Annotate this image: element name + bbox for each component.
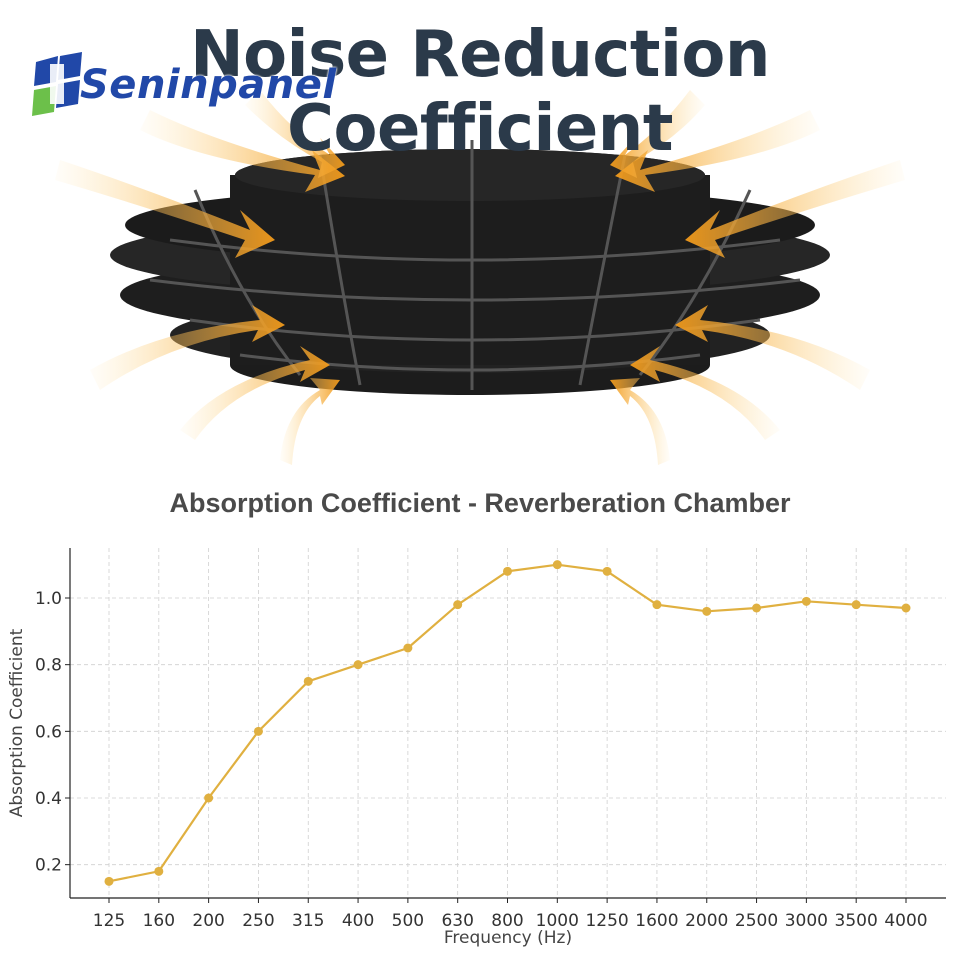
data-point-400	[353, 660, 363, 670]
x-tick-label: 3000	[785, 911, 828, 931]
data-points	[104, 560, 911, 886]
y-tick-labels: 0.2 0.4 0.6 0.8 1.0	[35, 589, 70, 876]
data-point-3000	[801, 596, 811, 606]
x-tick-label: 1250	[585, 911, 628, 931]
page-title: Noise Reduction Coefficient	[190, 18, 770, 166]
chart-title: Absorption Coefficient - Reverberation C…	[169, 488, 791, 518]
y-tick-label: 0.2	[35, 856, 62, 876]
data-point-4000	[901, 603, 911, 613]
data-point-3500	[851, 600, 861, 610]
data-point-2000	[702, 606, 712, 616]
x-tick-label: 1000	[536, 911, 579, 931]
x-tick-label: 500	[392, 911, 424, 931]
brand-logo: Seninpanel	[28, 52, 358, 124]
x-tick-label: 800	[491, 911, 523, 931]
data-point-315	[303, 676, 313, 686]
y-axis-label: Absorption Coefficient	[7, 628, 27, 817]
data-point-1250	[602, 566, 612, 576]
x-tick-label: 2500	[735, 911, 778, 931]
x-tick-label: 400	[342, 911, 374, 931]
data-point-200	[204, 793, 214, 803]
absorption-line-chart: 0.2 0.4 0.6 0.8 1.0 125 160 200 250 315 400 500 630…	[7, 548, 946, 948]
seninpanel-logo-icon	[32, 52, 82, 116]
data-point-500	[403, 643, 413, 653]
data-point-1000	[552, 560, 562, 570]
data-point-125	[104, 876, 114, 886]
x-tick-label: 200	[192, 911, 224, 931]
x-tick-label: 4000	[884, 911, 927, 931]
y-tick-label: 0.4	[35, 789, 62, 809]
data-point-250	[253, 726, 263, 736]
data-point-1600	[652, 600, 662, 610]
acoustic-panel-illustration	[0, 80, 960, 480]
x-tick-label: 125	[93, 911, 125, 931]
chart-grid	[70, 548, 946, 898]
y-tick-label: 0.6	[35, 722, 62, 742]
x-tick-label: 315	[292, 911, 324, 931]
sound-wave-arrows	[55, 90, 905, 465]
data-point-630	[453, 600, 463, 610]
brand-name: Seninpanel	[80, 62, 337, 108]
x-tick-label: 630	[441, 911, 473, 931]
panel-body	[110, 140, 830, 395]
x-tick-label: 3500	[835, 911, 878, 931]
y-tick-label: 0.8	[35, 656, 62, 676]
data-point-800	[503, 566, 512, 576]
x-axis-label: Frequency (Hz)	[444, 928, 572, 948]
x-tick-label: 2000	[685, 911, 728, 931]
x-tick-label: 250	[242, 911, 274, 931]
y-tick-label: 1.0	[35, 589, 62, 609]
x-tick-labels: 125 160 200 250 315 400 500 630 800 1000 1250 1600 2…	[93, 898, 928, 931]
x-tick-label: 160	[143, 911, 175, 931]
data-point-2500	[752, 603, 762, 613]
data-point-160	[154, 866, 164, 876]
x-tick-label: 1600	[635, 911, 678, 931]
